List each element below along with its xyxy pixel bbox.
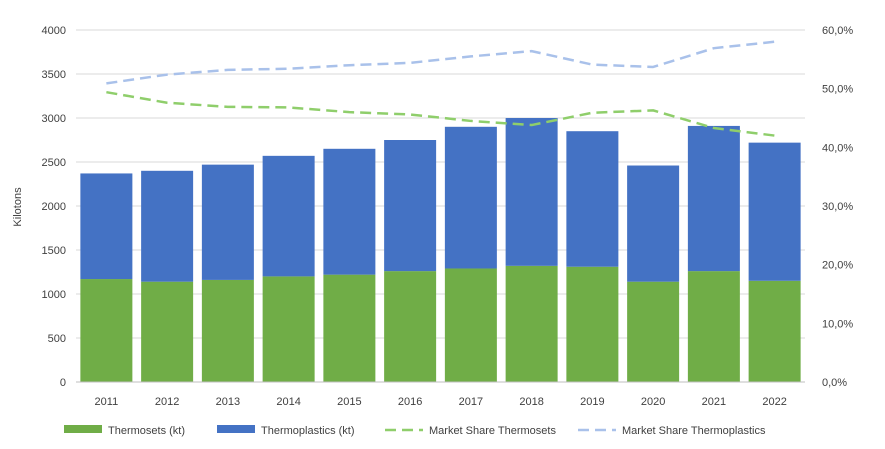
x-tick-label: 2022 xyxy=(762,396,786,408)
legend-label: Market Share Thermosets xyxy=(429,425,556,437)
x-tick-label: 2016 xyxy=(398,396,422,408)
bar-thermoplastics xyxy=(444,126,497,269)
line-series xyxy=(106,40,775,137)
x-tick-label: 2019 xyxy=(580,396,604,408)
axes: 0 500 1000 1500 2000 2500 3000 3500 4000 0,0% 10,0… xyxy=(42,25,854,408)
legend: Thermosets (kt) Thermoplastics (kt) Market… xyxy=(64,425,766,437)
x-tick-label: 2014 xyxy=(276,396,300,408)
bar-thermoplastics xyxy=(627,165,680,282)
bar-series xyxy=(80,118,801,382)
y-tick-label: 1000 xyxy=(42,289,66,301)
bar-thermoplastics xyxy=(262,155,315,277)
bar-thermoplastics xyxy=(687,125,740,272)
line-market-share-thermosets xyxy=(106,90,775,137)
bar-thermoplastics xyxy=(748,142,801,281)
y-tick-label: 4000 xyxy=(42,25,66,37)
legend-swatch xyxy=(217,425,255,433)
legend-label: Thermosets (kt) xyxy=(108,425,185,437)
bar-thermosets xyxy=(323,274,376,382)
bar-thermosets xyxy=(141,281,194,382)
bar-thermoplastics xyxy=(201,164,254,280)
y-tick-label: 500 xyxy=(48,333,66,345)
x-tick-label: 2018 xyxy=(519,396,543,408)
y2-tick-label: 10,0% xyxy=(822,318,853,330)
bar-thermoplastics xyxy=(384,140,437,272)
y2-tick-label: 30,0% xyxy=(822,201,853,213)
y-tick-label: 0 xyxy=(60,377,66,389)
bar-thermosets xyxy=(748,280,801,382)
y2-tick-label: 0,0% xyxy=(822,377,847,389)
bar-thermoplastics xyxy=(80,173,133,280)
bar-thermosets xyxy=(566,266,619,382)
bar-thermosets xyxy=(384,271,437,382)
bar-thermosets xyxy=(444,268,497,382)
y-tick-label: 2000 xyxy=(42,201,66,213)
bar-thermoplastics xyxy=(566,131,619,267)
y2-tick-label: 20,0% xyxy=(822,260,853,272)
gridlines xyxy=(76,29,805,383)
y-tick-label: 3500 xyxy=(42,69,66,81)
bar-thermosets xyxy=(80,279,133,382)
x-tick-label: 2020 xyxy=(641,396,665,408)
line-market-share-thermoplastics xyxy=(106,40,775,85)
bar-thermosets xyxy=(627,281,680,382)
x-tick-label: 2021 xyxy=(702,396,726,408)
x-tick-label: 2013 xyxy=(216,396,240,408)
bar-thermoplastics xyxy=(141,170,194,282)
x-tick-label: 2012 xyxy=(155,396,179,408)
bar-thermoplastics xyxy=(323,148,376,275)
legend-label: Thermoplastics (kt) xyxy=(261,425,355,437)
x-tick-label: 2015 xyxy=(337,396,361,408)
x-tick-label: 2017 xyxy=(459,396,483,408)
bar-thermosets xyxy=(505,265,558,382)
y2-tick-label: 50,0% xyxy=(822,84,853,96)
legend-label: Market Share Thermoplastics xyxy=(622,425,766,437)
bar-thermoplastics xyxy=(505,118,558,266)
y-tick-label: 3000 xyxy=(42,113,66,125)
y2-tick-label: 60,0% xyxy=(822,25,853,37)
bar-thermosets xyxy=(201,279,254,382)
y-axis-title: Kilotons xyxy=(12,187,24,227)
legend-swatch xyxy=(64,425,102,433)
y-tick-label: 2500 xyxy=(42,157,66,169)
y-tick-label: 1500 xyxy=(42,245,66,257)
bar-thermosets xyxy=(262,276,315,382)
bar-thermosets xyxy=(687,271,740,382)
x-tick-label: 2011 xyxy=(95,396,119,408)
y2-tick-label: 40,0% xyxy=(822,142,853,154)
